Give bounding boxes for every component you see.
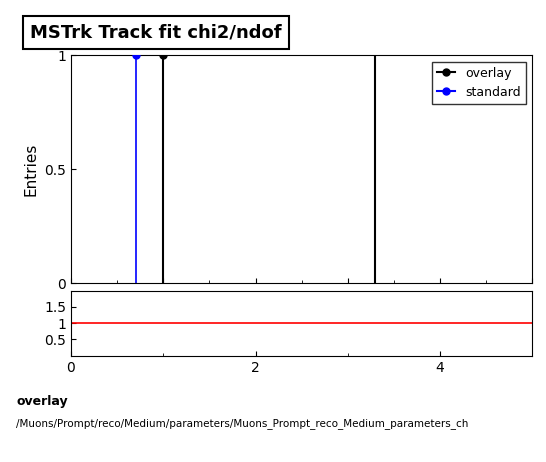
Text: overlay: overlay: [16, 395, 68, 408]
Text: /Muons/Prompt/reco/Medium/parameters/Muons_Prompt_reco_Medium_parameters_ch: /Muons/Prompt/reco/Medium/parameters/Muo…: [16, 418, 469, 429]
Legend: overlay, standard: overlay, standard: [432, 62, 526, 104]
Y-axis label: Entries: Entries: [23, 143, 39, 196]
Text: MSTrk Track fit chi2/ndof: MSTrk Track fit chi2/ndof: [30, 24, 282, 41]
